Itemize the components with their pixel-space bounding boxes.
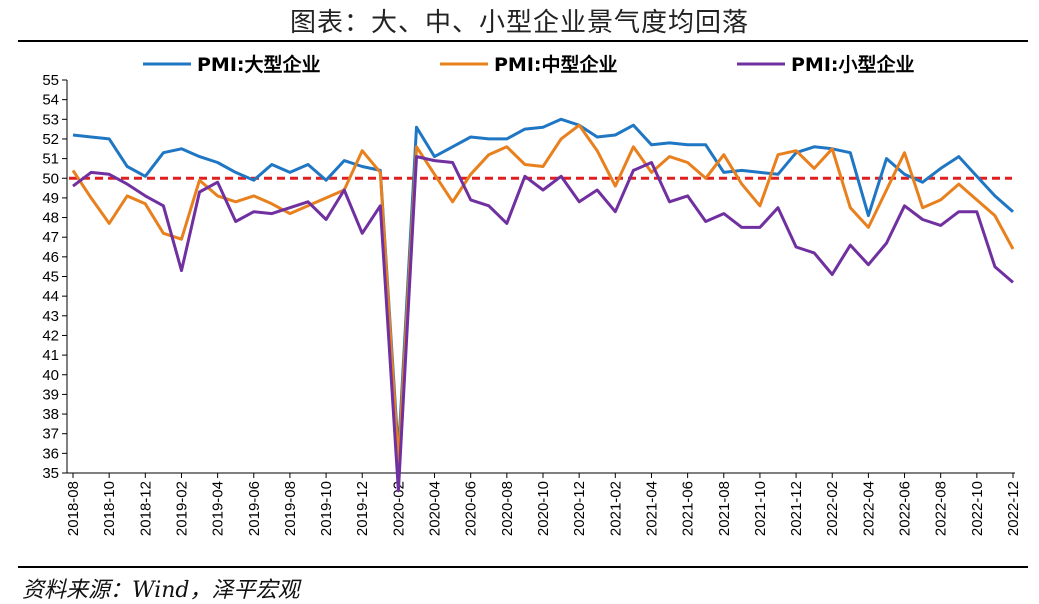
legend-label-0: PMI:大型企业 bbox=[197, 53, 321, 76]
x-tick-label: 2020-02 bbox=[390, 481, 407, 536]
series-line-2 bbox=[72, 155, 1014, 493]
chart-title: 图表：大、中、小型企业景气度均回落 bbox=[289, 8, 749, 38]
y-tick-label: 43 bbox=[42, 308, 59, 325]
x-tick-label: 2021-06 bbox=[680, 481, 697, 536]
x-tick-label: 2020-12 bbox=[571, 481, 588, 536]
y-tick-label: 41 bbox=[42, 347, 59, 364]
x-tick-label: 2020-04 bbox=[427, 481, 444, 536]
y-tick-label: 45 bbox=[42, 269, 59, 286]
y-tick-label: 51 bbox=[42, 151, 59, 168]
y-tick-label: 44 bbox=[42, 288, 59, 305]
x-tick-label: 2018-10 bbox=[101, 481, 118, 536]
x-tick-label: 2019-02 bbox=[173, 481, 190, 536]
source-note: 资料来源：Wind，泽平宏观 bbox=[22, 578, 300, 603]
y-tick-label: 55 bbox=[42, 72, 59, 89]
y-tick-label: 52 bbox=[42, 131, 59, 148]
legend-label-1: PMI:中型企业 bbox=[494, 53, 618, 76]
y-tick-label: 50 bbox=[42, 170, 59, 187]
series-group bbox=[71, 117, 1015, 493]
y-tick-label: 36 bbox=[42, 445, 59, 462]
x-tick-label: 2020-10 bbox=[535, 481, 552, 536]
x-tick-label: 2022-08 bbox=[933, 481, 950, 536]
x-tick-label: 2020-06 bbox=[463, 481, 480, 536]
x-tick-label: 2022-02 bbox=[824, 481, 841, 536]
x-tick-label: 2021-10 bbox=[752, 481, 769, 536]
y-tick-label: 49 bbox=[42, 190, 59, 207]
x-tick-label: 2021-04 bbox=[643, 481, 660, 536]
x-tick-label: 2019-08 bbox=[282, 481, 299, 536]
axes: 35 36 37 38 39 40 41 42 43 44 45 46 47 48 49 50 51 52 53 54… bbox=[42, 72, 1022, 536]
x-tick-label: 2022-10 bbox=[969, 481, 986, 536]
y-tick-label: 53 bbox=[42, 111, 59, 128]
y-tick-label: 40 bbox=[42, 367, 59, 384]
x-tick-label: 2019-06 bbox=[246, 481, 263, 536]
legend: PMI:大型企业 PMI:中型企业 PMI:小型企业 bbox=[143, 53, 915, 76]
bottom-rule bbox=[18, 566, 1028, 568]
y-tick-label: 46 bbox=[42, 249, 59, 266]
y-tick-label: 35 bbox=[42, 465, 59, 482]
y-tick-label: 42 bbox=[42, 327, 59, 344]
x-tick-label: 2022-04 bbox=[860, 481, 877, 536]
x-tick-label: 2018-12 bbox=[137, 481, 154, 536]
x-tick-label: 2021-12 bbox=[788, 481, 805, 536]
y-tick-label: 54 bbox=[42, 92, 59, 109]
y-tick-label: 39 bbox=[42, 386, 59, 403]
x-tick-label: 2019-04 bbox=[210, 481, 227, 536]
x-tick-label: 2018-08 bbox=[65, 481, 82, 536]
top-rule bbox=[18, 40, 1028, 42]
y-tick-label: 37 bbox=[42, 426, 59, 443]
x-tick-label: 2022-12 bbox=[1005, 481, 1022, 536]
x-tick-label: 2021-08 bbox=[716, 481, 733, 536]
x-tick-label: 2021-02 bbox=[607, 481, 624, 536]
series-line-0 bbox=[72, 117, 1014, 455]
x-tick-label: 2019-12 bbox=[354, 481, 371, 536]
x-tick-label: 2020-08 bbox=[499, 481, 516, 536]
legend-label-2: PMI:小型企业 bbox=[791, 53, 915, 76]
series-line-1 bbox=[71, 123, 1015, 465]
x-tick-label: 2022-06 bbox=[897, 481, 914, 536]
y-tick-label: 48 bbox=[42, 210, 59, 227]
y-tick-label: 47 bbox=[42, 229, 59, 246]
x-tick-label: 2019-10 bbox=[318, 481, 335, 536]
y-tick-label: 38 bbox=[42, 406, 59, 423]
